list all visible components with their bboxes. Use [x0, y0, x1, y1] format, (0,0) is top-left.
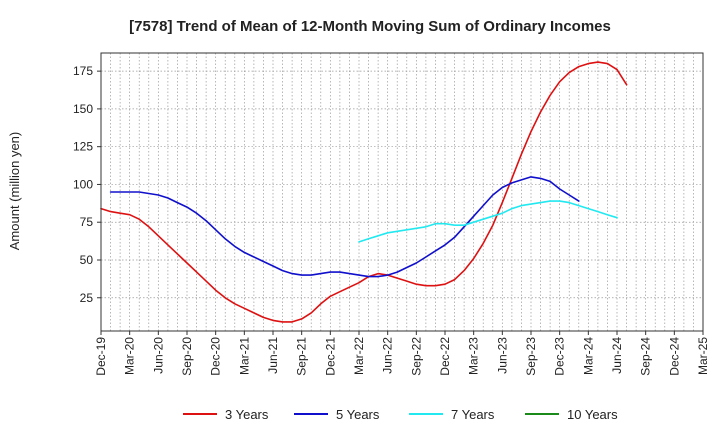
y-tick-label: 125	[73, 140, 93, 154]
x-tick-label: Mar-20	[123, 337, 137, 375]
grid	[101, 53, 703, 331]
x-tick-label: Dec-20	[209, 337, 223, 376]
legend-label-3-years: 3 Years	[225, 407, 269, 422]
x-tick-label: Jun-21	[266, 337, 280, 374]
legend-label-7-years: 7 Years	[451, 407, 495, 422]
x-tick-label: Sep-20	[180, 337, 194, 376]
x-tick-label: Dec-19	[94, 337, 108, 376]
x-tick-label: Sep-22	[409, 337, 423, 376]
plot-area	[101, 53, 703, 331]
legend-label-10-years: 10 Years	[567, 407, 618, 422]
x-tick-label: Dec-23	[553, 337, 567, 376]
series-line-3-years	[100, 61, 628, 323]
x-tick-label: Mar-21	[237, 337, 251, 375]
y-tick-label: 75	[80, 215, 94, 229]
x-tick-label: Sep-24	[639, 337, 653, 376]
legend: 3 Years 5 Years 7 Years 10 Years	[183, 407, 618, 422]
x-tick-label: Mar-22	[352, 337, 366, 375]
y-tick-label: 25	[80, 291, 94, 305]
x-tick-label: Dec-22	[438, 337, 452, 376]
y-tick-label: 150	[73, 102, 93, 116]
series-line-7-years	[358, 200, 618, 243]
series-line-5-years	[109, 176, 580, 278]
x-tick-label: Sep-23	[524, 337, 538, 376]
x-tick-label: Jun-20	[151, 337, 165, 374]
x-tick-label: Dec-24	[667, 337, 681, 376]
series-lines	[100, 61, 628, 323]
x-tick-label: Jun-24	[610, 337, 624, 374]
plot-frame	[100, 52, 704, 332]
x-tick-label: Dec-21	[323, 337, 337, 376]
chart-title: [7578] Trend of Mean of 12-Month Moving …	[129, 18, 611, 35]
x-tick-label: Mar-24	[581, 337, 595, 375]
x-tick-label: Sep-21	[295, 337, 309, 376]
y-tick-label: 50	[80, 253, 94, 267]
y-axis-label: Amount (million yen)	[7, 132, 22, 251]
y-axis: 25 50 75 100 125 150 175	[73, 64, 101, 305]
legend-label-5-years: 5 Years	[336, 407, 380, 422]
x-tick-label: Jun-23	[495, 337, 509, 374]
x-tick-label: Jun-22	[381, 337, 395, 374]
x-tick-label: Mar-25	[696, 337, 710, 375]
x-axis: Dec-19 Mar-20 Jun-20 Sep-20 Dec-20 Mar-21 Jun-…	[94, 331, 710, 376]
y-tick-label: 100	[73, 177, 93, 191]
x-tick-label: Mar-23	[467, 337, 481, 375]
y-tick-label: 175	[73, 64, 93, 78]
